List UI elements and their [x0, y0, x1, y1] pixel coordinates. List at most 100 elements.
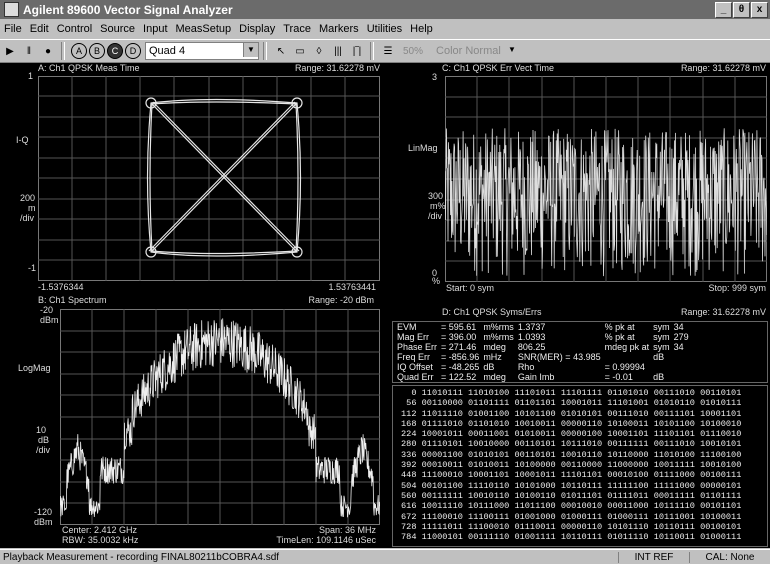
layout-select[interactable]: Quad 4 ▼	[145, 42, 259, 60]
error-summary-table: EVM = 595.61 m%rms 1.3737% pk at sym 34 Mag Er…	[395, 322, 691, 382]
trace-a-ybot: -1	[28, 263, 37, 273]
trace-b-panel[interactable]: B: Ch1 Spectrum Range: -20 dBm -20 dBm L…	[0, 295, 384, 548]
error-summary-cell: Rho	[517, 362, 535, 372]
symbol-row: 560 00111111 10010110 10100110 01011101 …	[401, 490, 742, 501]
error-summary-cell: 1.0393	[517, 332, 546, 342]
trace-c-range: Range: 31.62278 mV	[680, 63, 766, 73]
error-summary-cell: mdeg	[483, 342, 506, 352]
color-select[interactable]: Color Normal ▼	[433, 43, 520, 59]
error-summary-row: EVM = 595.61 m%rms 1.3737 % pk at sym 34	[395, 322, 691, 332]
error-summary-cell: Quad Err	[397, 372, 434, 382]
trace-b-scale-unit: dB	[38, 435, 50, 445]
restore-button[interactable]: θ	[733, 2, 750, 18]
error-summary-cell: Phase Err	[397, 342, 438, 352]
error-summary-cell: mHz	[483, 352, 502, 362]
error-summary-cell: = 396.00	[441, 332, 477, 342]
trace-c-panel[interactable]: C: Ch1 QPSK Err Vect Time Range: 31.6227…	[386, 63, 770, 305]
trace-a-xleft: -1.5376344	[38, 282, 84, 292]
error-summary-cell: Freq Err	[397, 352, 431, 362]
menu-meassetup[interactable]: MeasSetup	[175, 23, 232, 35]
menu-utilities[interactable]: Utilities	[366, 23, 403, 35]
error-summary-cell: = 271.46	[441, 342, 477, 352]
band-markers-icon[interactable]: |‾|	[352, 45, 362, 57]
error-summary-cell	[672, 362, 691, 372]
trace-b-range: Range: -20 dBm	[308, 295, 374, 305]
error-summary-cell	[672, 352, 691, 362]
symbol-row: 280 01110101 10010000 00110101 10111010 …	[401, 439, 742, 450]
error-summary-row: IQ Offset = -48.265 dB Rho = 0.99994	[395, 362, 691, 372]
error-summary-cell: m%rms	[483, 332, 514, 342]
bar-markers-icon[interactable]: |||	[334, 45, 342, 57]
trace-c-stop: Stop: 999 sym	[708, 283, 766, 293]
zoom-box-icon[interactable]: ▭	[295, 45, 305, 57]
error-summary-cell	[603, 352, 652, 362]
symbol-row: 112 11011110 01001100 10101100 01010101 …	[401, 408, 742, 419]
trace-c-scale-div: /div	[428, 211, 443, 221]
trace-b-button[interactable]: B	[89, 43, 105, 59]
symbol-row: 672 11100010 11100111 01001000 01000111 …	[401, 511, 742, 522]
menu-source[interactable]: Source	[100, 23, 136, 35]
trace-c-scale: 300	[428, 191, 444, 201]
trace-b-ytop-unit: dBm	[40, 315, 59, 325]
trace-a-button[interactable]: A	[71, 43, 87, 59]
marker-icon[interactable]: ◊	[316, 45, 322, 57]
spectrum-plot	[60, 309, 380, 525]
symbol-row: 728 11111011 11100010 01110011 00000110 …	[401, 521, 742, 532]
trace-b-scale: 10	[36, 425, 47, 435]
trace-b-rbw: RBW: 35.0032 kHz	[62, 535, 139, 545]
ref-status: INT REF	[618, 551, 689, 563]
toolbar-separator	[263, 42, 267, 60]
cal-status: CAL: None	[689, 551, 770, 563]
persistence-icon[interactable]: ☰	[383, 45, 393, 57]
error-summary-cell: % pk at	[604, 332, 635, 342]
error-summary-cell: = -856.96	[441, 352, 480, 362]
play-icon[interactable]: ▶	[6, 45, 14, 57]
error-summary-cell: 1.3737	[517, 322, 546, 332]
menu-control[interactable]: Control	[56, 23, 93, 35]
trace-a-ytop: 1	[28, 71, 34, 81]
trace-c-title: C: Ch1 QPSK Err Vect Time	[442, 63, 555, 73]
record-icon[interactable]: ●	[44, 45, 52, 57]
close-button[interactable]: x	[751, 2, 768, 18]
error-summary-cell: % pk at	[604, 322, 635, 332]
error-summary-cell: = -0.01	[604, 372, 633, 382]
toolbar-separator	[61, 42, 65, 60]
error-vector-plot	[445, 76, 767, 282]
trace-d-panel[interactable]: D: Ch1 QPSK Syms/Errs Range: 31.62278 mV…	[386, 307, 770, 548]
trace-d-button[interactable]: D	[125, 43, 141, 59]
trace-c-button[interactable]: C	[107, 43, 123, 59]
menu-help[interactable]: Help	[410, 23, 433, 35]
trace-b-yname: LogMag	[18, 363, 51, 373]
minimize-button[interactable]: _	[715, 2, 732, 18]
menu-edit[interactable]: Edit	[29, 23, 49, 35]
status-text: Playback Measurement - recording FINAL80…	[3, 551, 280, 563]
trace-b-timelen: TimeLen: 109.1146 uSec	[276, 535, 376, 545]
pointer-icon[interactable]: ↖	[276, 45, 286, 57]
menu-markers[interactable]: Markers	[318, 23, 359, 35]
symbol-row: 448 11100010 10001101 10001011 11101101 …	[401, 470, 742, 481]
trace-b-scale-div: /div	[36, 445, 51, 455]
trace-a-panel[interactable]: A: Ch1 QPSK Meas Time Range: 31.62278 mV…	[0, 63, 384, 293]
status-bar: Playback Measurement - recording FINAL80…	[0, 549, 770, 564]
error-summary-cell: 34	[673, 342, 684, 352]
trace-d-title: D: Ch1 QPSK Syms/Errs	[442, 307, 542, 317]
pause-icon[interactable]: ‖	[26, 45, 32, 57]
menu-file[interactable]: File	[4, 23, 22, 35]
menu-display[interactable]: Display	[239, 23, 276, 35]
symbol-row: 336 00001100 01010101 00110101 10010110 …	[401, 449, 742, 460]
trace-c-ybot-unit: %	[432, 276, 441, 286]
color-value: Color Normal	[436, 45, 501, 57]
trace-c-ytop: 3	[432, 72, 438, 82]
trace-b-center: Center: 2.412 GHz	[62, 525, 138, 535]
error-summary-cell: IQ Offset	[397, 362, 433, 372]
error-summary: EVM = 595.61 m%rms 1.3737% pk at sym 34 Mag Er…	[392, 321, 768, 383]
error-summary-cell: EVM	[397, 322, 417, 332]
error-summary-cell: m%rms	[483, 322, 514, 332]
menu-trace[interactable]: Trace	[283, 23, 311, 35]
menu-input[interactable]: Input	[143, 23, 168, 35]
error-summary-cell: sym	[653, 322, 670, 332]
error-summary-row: Mag Err = 396.00 m%rms 1.0393 % pk at sym 279	[395, 332, 691, 342]
error-summary-cell: Mag Err	[397, 332, 430, 342]
trace-a-xright: 1.53763441	[328, 282, 376, 292]
symbol-row: 56 00110000 01101111 01101101 10001011 1…	[401, 398, 742, 409]
